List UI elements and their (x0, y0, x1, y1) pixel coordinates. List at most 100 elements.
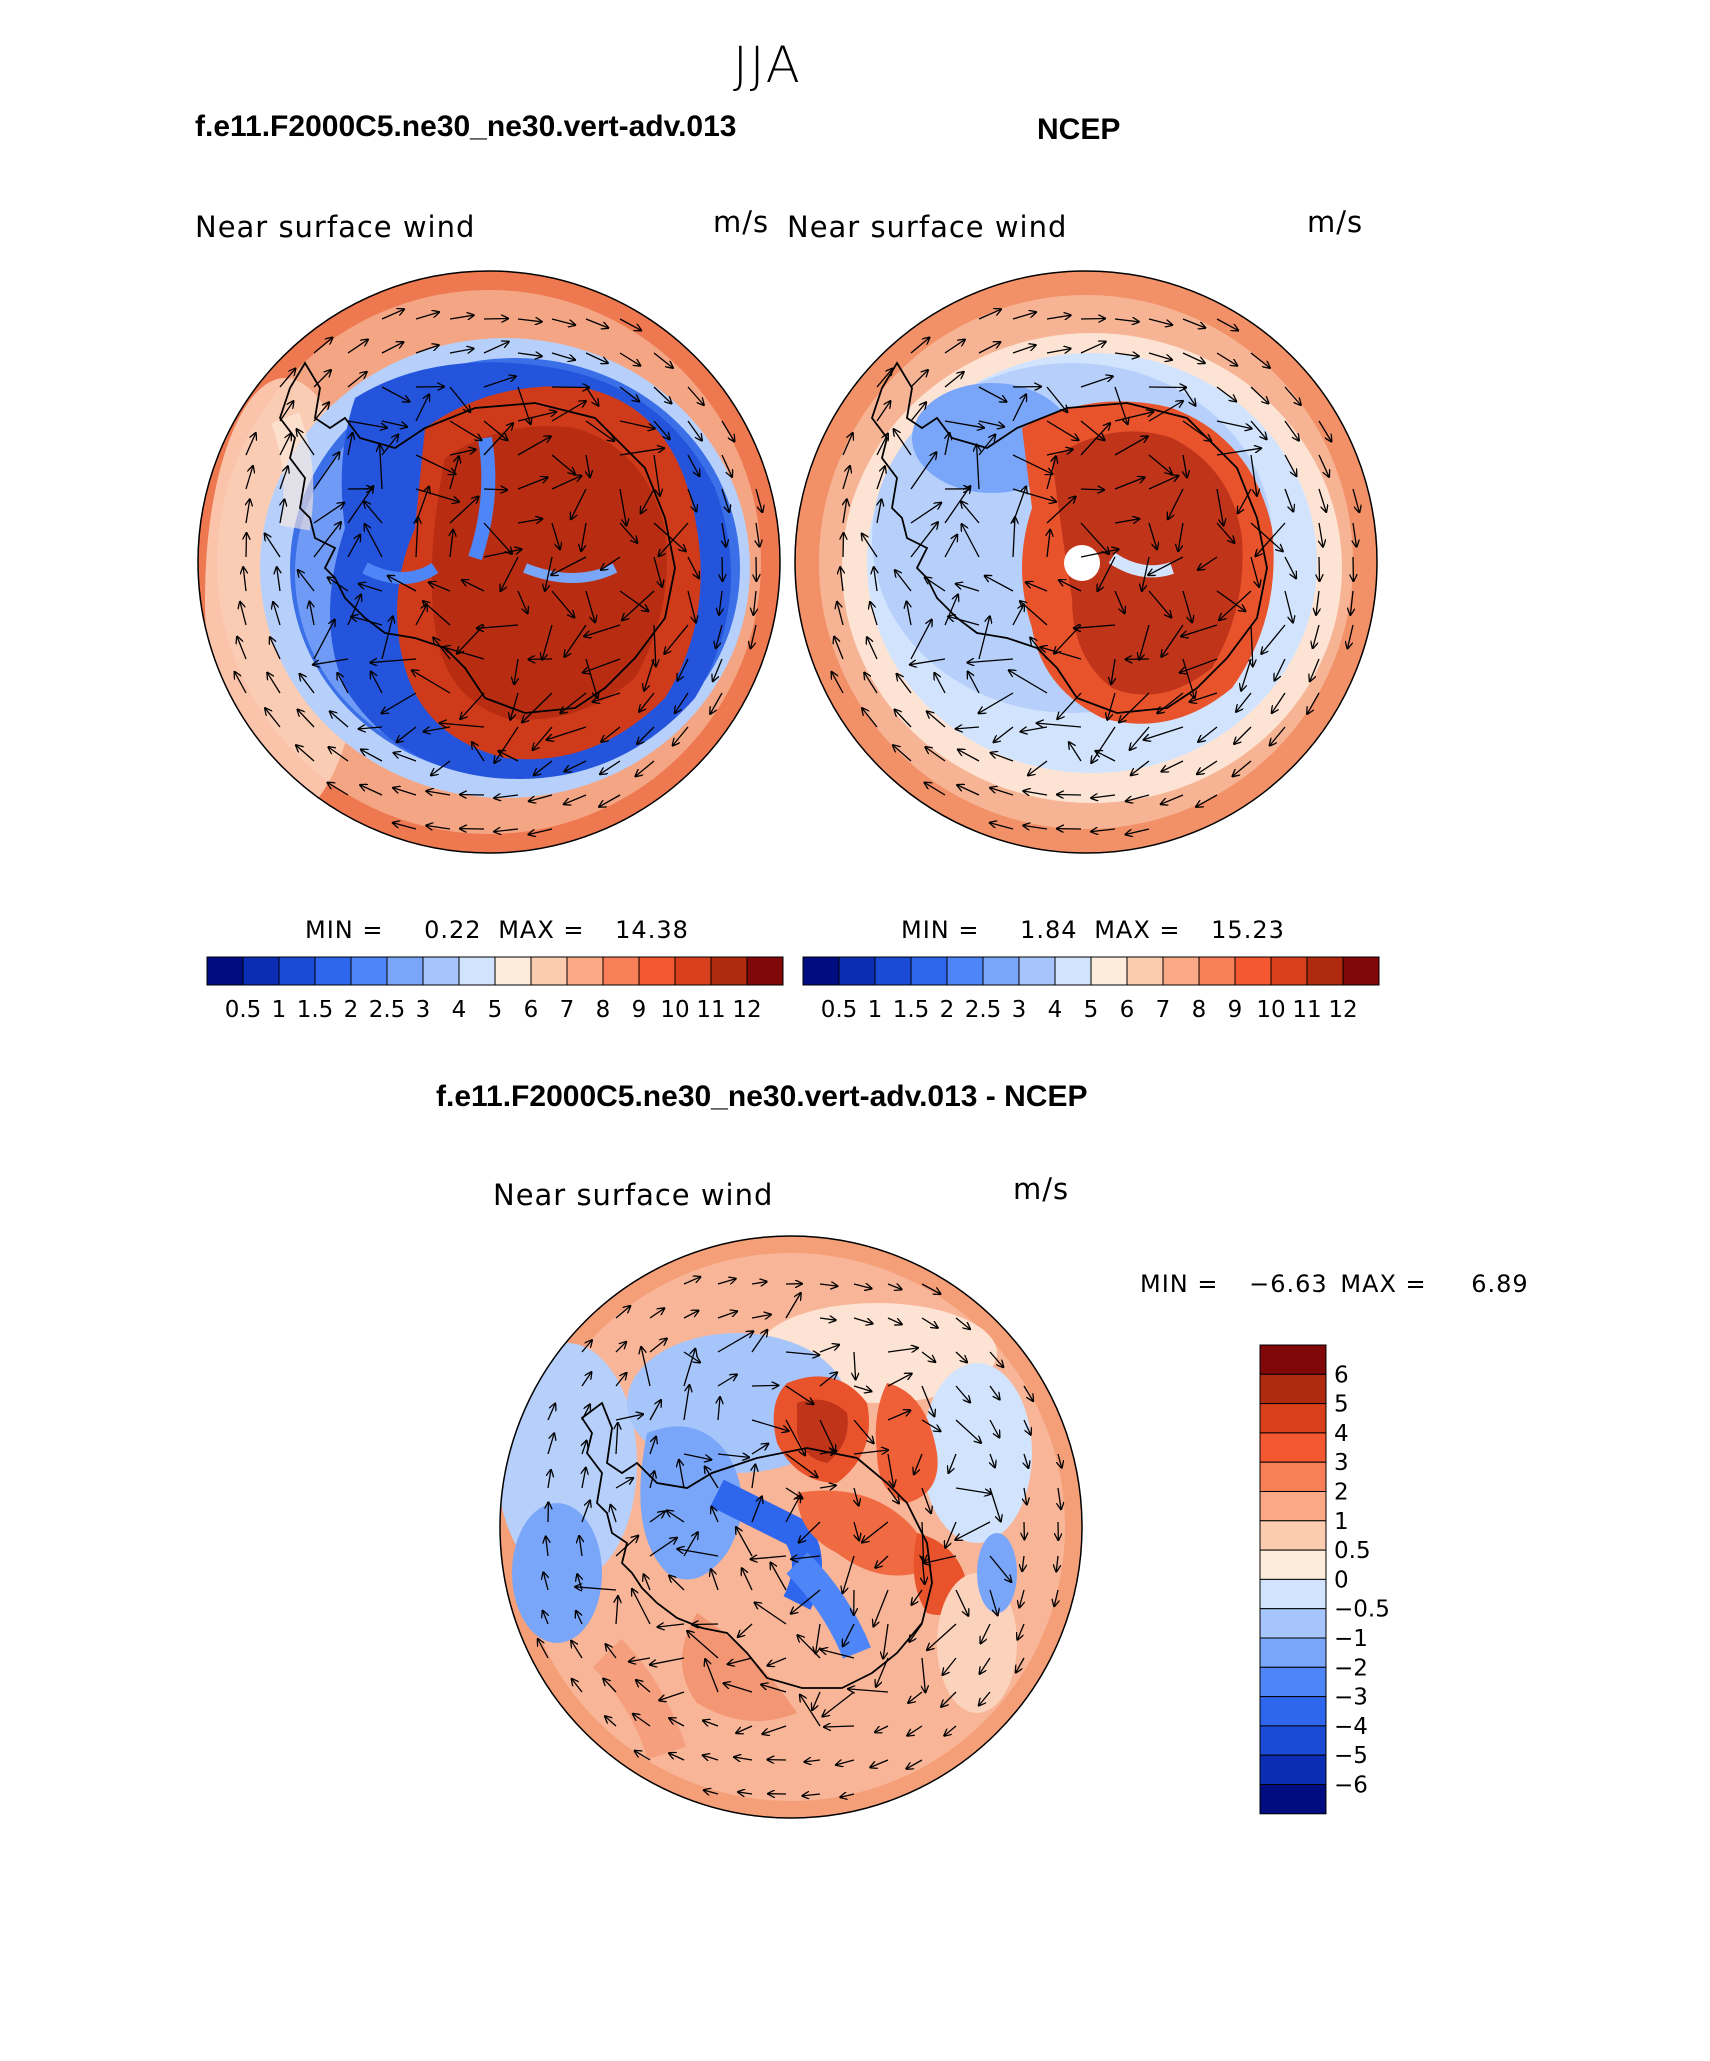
wind-vector (542, 624, 553, 660)
wind-vector (1114, 519, 1139, 523)
wind-vector (894, 429, 912, 456)
wind-vector (853, 1419, 874, 1443)
wind-vector (751, 1385, 778, 1386)
wind-vector (955, 1487, 991, 1494)
wind-vector (756, 522, 760, 547)
wind-vector (449, 386, 470, 412)
wind-vector (653, 556, 662, 587)
wind-vector (945, 433, 950, 456)
wind-vector (1216, 318, 1238, 330)
wind-vector (848, 1689, 889, 1692)
wind-vector (460, 692, 485, 719)
wind-vector (716, 624, 723, 648)
wind-vector (751, 1444, 768, 1455)
wind-vector (876, 434, 888, 456)
wind-vector (1250, 386, 1269, 404)
colorbar-swatch (422, 956, 460, 986)
wind-vector (1238, 488, 1252, 513)
wind-vector (1046, 497, 1076, 524)
wind-vector (853, 1385, 872, 1391)
wind-vector (962, 524, 980, 558)
wind-vector (576, 1611, 583, 1625)
wind-vector (1046, 449, 1073, 456)
wind-vector (874, 567, 877, 592)
wind-vector (751, 1419, 789, 1431)
wind-vector (297, 429, 315, 456)
wind-vector (1307, 692, 1320, 714)
wind-vector (279, 369, 295, 388)
wind-vector (1080, 549, 1119, 558)
wind-vector (564, 624, 587, 657)
wind-vector (246, 533, 247, 558)
colorbar-swatch (1234, 956, 1272, 986)
wind-vector (659, 1691, 685, 1700)
wind-vector (711, 1507, 719, 1523)
wind-vector (669, 1718, 685, 1727)
panel-3-min-label: MIN = (1140, 1270, 1219, 1298)
wind-vector (819, 1419, 835, 1452)
wind-vector (944, 535, 957, 558)
wind-vector (611, 1505, 617, 1523)
wind-vector (955, 1385, 970, 1403)
wind-vector (934, 673, 946, 694)
panel-2-wind-vectors (832, 309, 1360, 834)
wind-vector (443, 647, 485, 660)
wind-vector (585, 352, 608, 363)
colorbar-swatch (1259, 1666, 1327, 1698)
wind-vector (494, 829, 519, 832)
wind-vector (751, 1556, 787, 1559)
wind-vector (887, 1348, 918, 1352)
wind-vector (494, 795, 519, 798)
wind-vector (1178, 522, 1184, 551)
colorbar-swatch (946, 956, 984, 986)
wind-vector (819, 1485, 836, 1488)
wind-vector (347, 535, 360, 558)
wind-vector (429, 582, 451, 592)
wind-vector (649, 1437, 656, 1455)
wind-vector (653, 454, 660, 496)
wind-vector (862, 1521, 889, 1543)
wind-vector (1091, 829, 1116, 832)
colorbar-swatch (910, 956, 948, 986)
wind-vector (980, 1657, 991, 1674)
wind-vector (1020, 601, 1048, 626)
wind-vector (1284, 590, 1293, 623)
wind-vector (836, 1760, 855, 1765)
wind-vector (1023, 1385, 1033, 1401)
wind-vector (791, 1589, 821, 1614)
wind-vector (1069, 742, 1082, 762)
wind-vector (551, 454, 575, 474)
wind-vector (1095, 751, 1116, 762)
wind-vector (449, 315, 474, 319)
wind-vector (734, 1757, 753, 1760)
wind-vector (876, 466, 885, 490)
wind-vector (615, 1373, 627, 1387)
wind-vector (364, 501, 383, 524)
colorbar-swatch (530, 956, 568, 986)
wind-vector (718, 1397, 720, 1421)
wind-vector (551, 318, 575, 325)
wind-vector (619, 318, 641, 330)
wind-vector (887, 1284, 902, 1289)
wind-vector (1318, 454, 1329, 477)
wind-vector (1250, 352, 1270, 368)
wind-vector (245, 466, 253, 490)
wind-vector (785, 1496, 800, 1523)
wind-vector (1058, 1453, 1062, 1468)
wind-vector (910, 522, 938, 558)
wind-vector (1057, 795, 1082, 796)
wind-vector (1126, 828, 1150, 835)
wind-vector (742, 1568, 753, 1591)
wind-vector (1275, 658, 1286, 681)
wind-vector (483, 549, 522, 558)
wind-vector (728, 1657, 753, 1664)
wind-vector (1022, 1555, 1024, 1571)
wind-vector (948, 616, 980, 626)
wind-vector (615, 1342, 626, 1353)
wind-vector (667, 1511, 685, 1523)
colorbar-tick-label: 1 (1334, 1509, 1349, 1535)
colorbar-swatch (602, 956, 640, 986)
wind-vector (619, 522, 637, 543)
wind-vector (603, 1679, 617, 1693)
wind-vector (522, 692, 553, 722)
